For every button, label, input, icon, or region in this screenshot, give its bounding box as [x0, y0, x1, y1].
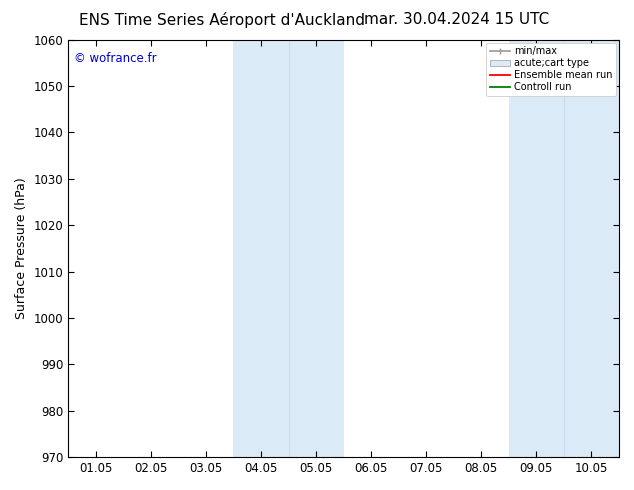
Bar	[509, 40, 619, 457]
Text: © wofrance.fr: © wofrance.fr	[74, 52, 157, 65]
Text: ENS Time Series Aéroport d'Auckland: ENS Time Series Aéroport d'Auckland	[79, 12, 365, 28]
Legend: min/max, acute;cart type, Ensemble mean run, Controll run: min/max, acute;cart type, Ensemble mean …	[486, 43, 616, 96]
Text: mar. 30.04.2024 15 UTC: mar. 30.04.2024 15 UTC	[364, 12, 549, 27]
Bar	[233, 40, 344, 457]
Y-axis label: Surface Pressure (hPa): Surface Pressure (hPa)	[15, 177, 28, 319]
Title: ENS Time Series Aéroport d'Auckland      mar. 30.04.2024 15 UTC: ENS Time Series Aéroport d'Auckland mar.…	[0, 489, 1, 490]
